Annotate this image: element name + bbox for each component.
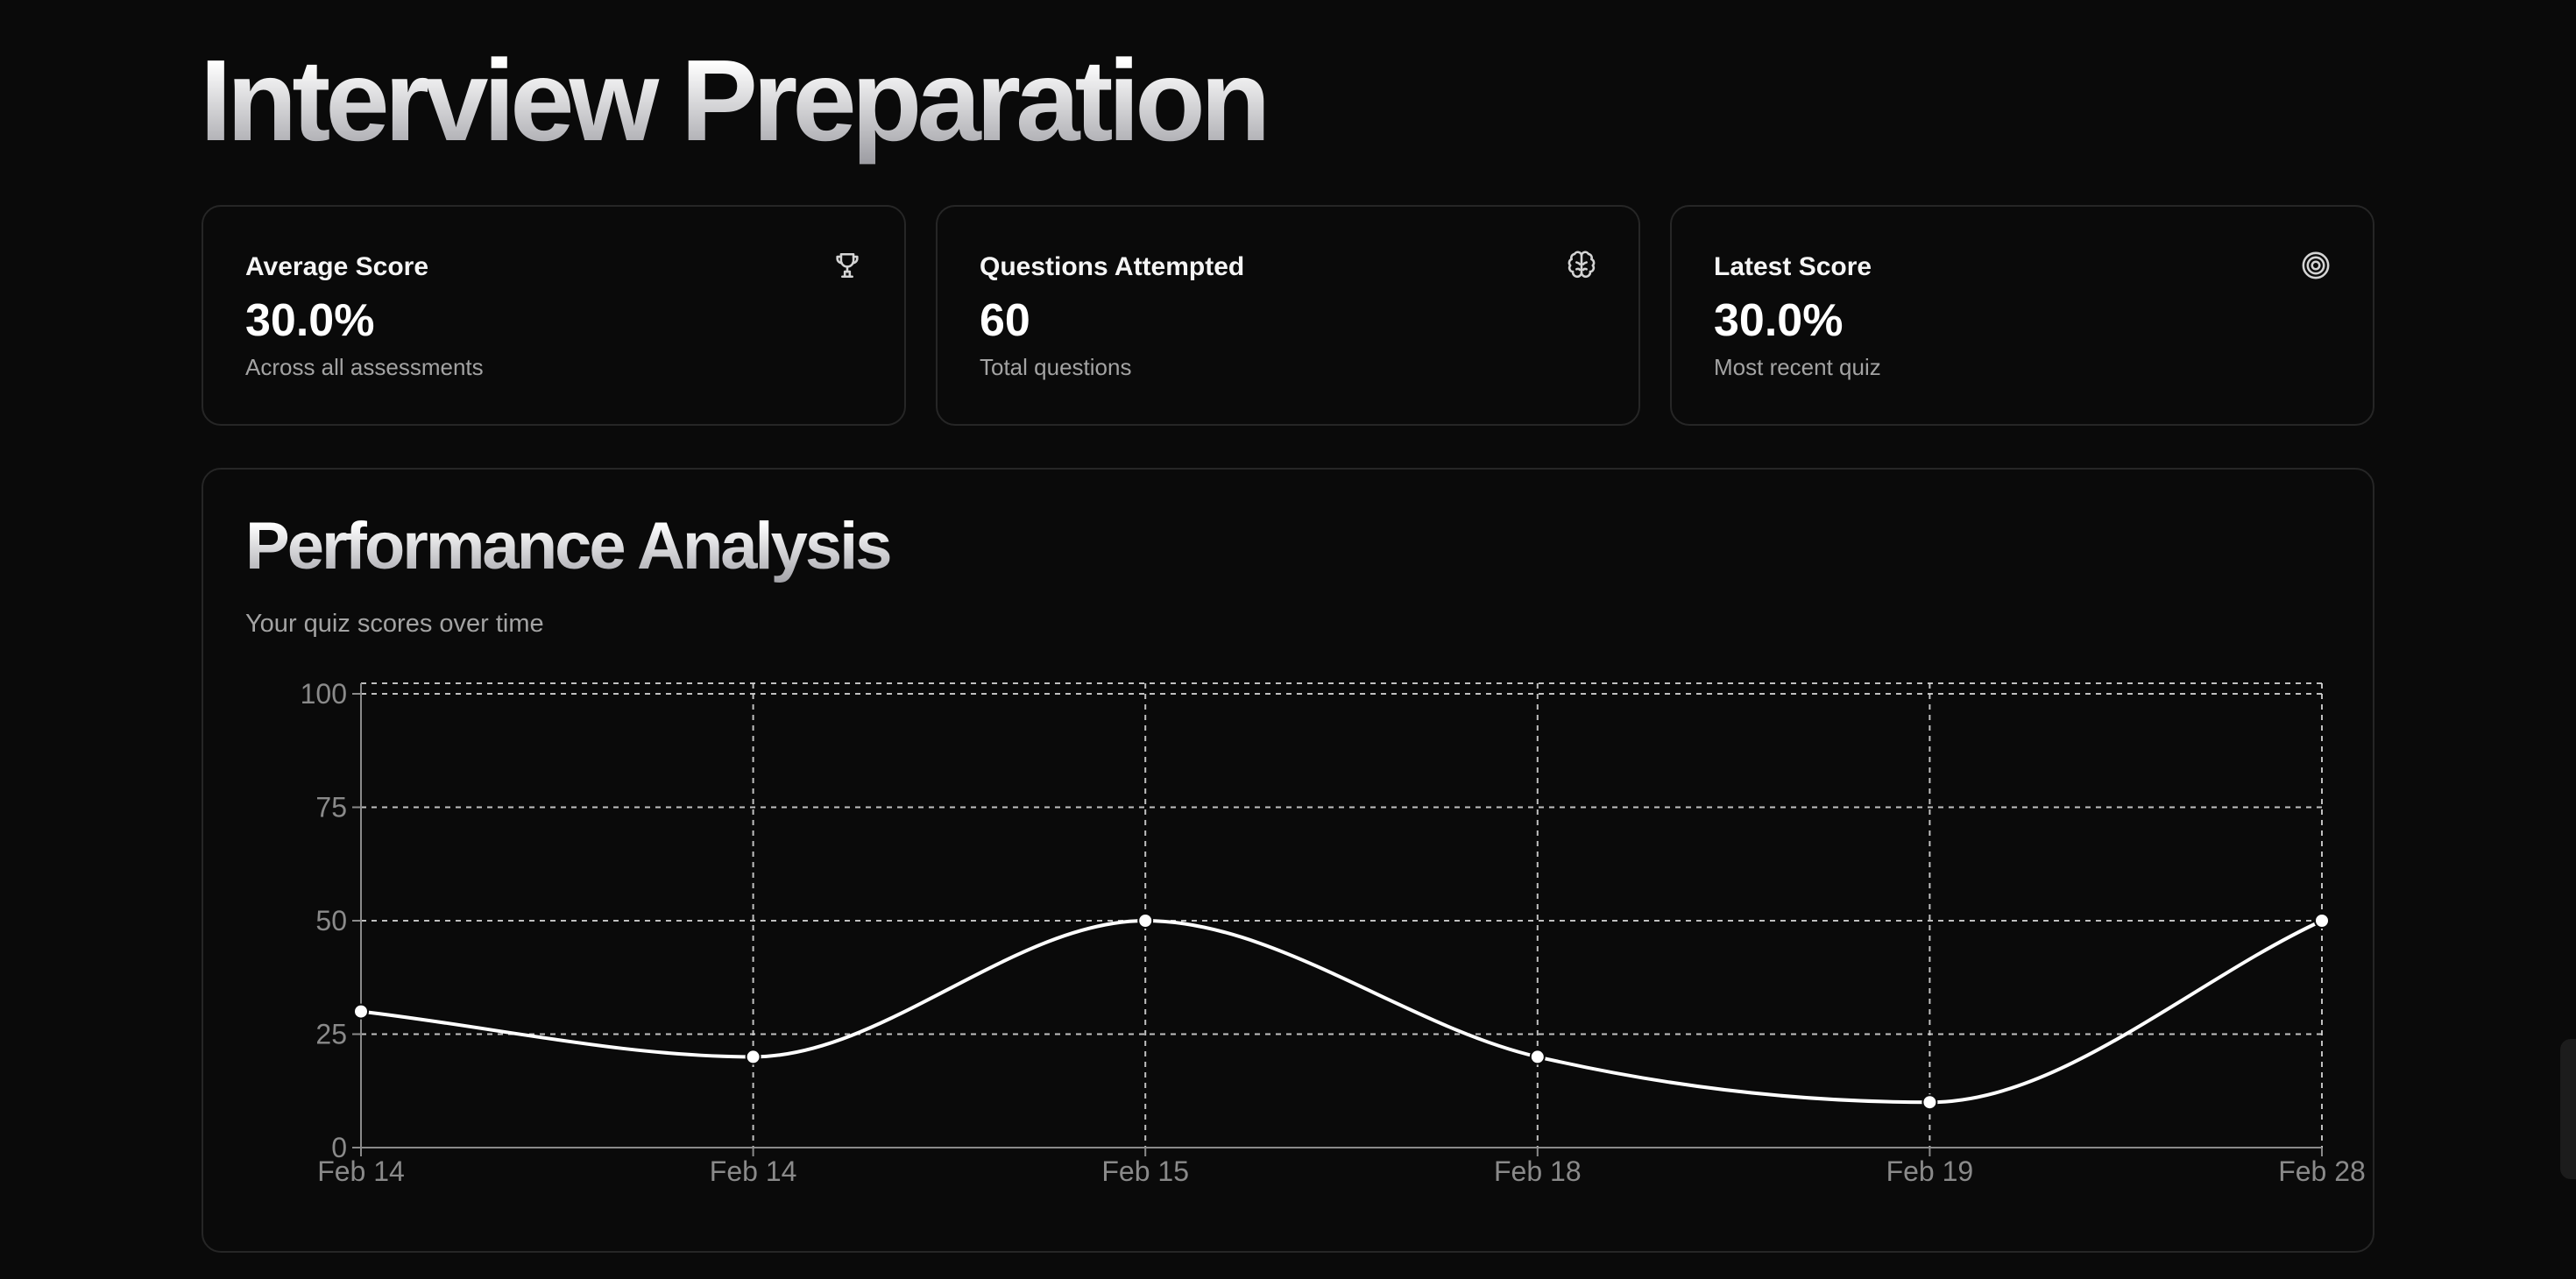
score-data-point	[1529, 1049, 1546, 1065]
stat-label: Questions Attempted	[980, 252, 1245, 281]
brain-icon	[1568, 251, 1596, 279]
score-data-point	[1921, 1094, 1938, 1111]
stat-label: Latest Score	[1714, 252, 1872, 281]
stat-value: 30.0%	[1714, 295, 1844, 346]
trophy-icon	[836, 252, 859, 279]
chart-title: Performance Analysis	[245, 509, 893, 583]
score-data-point	[353, 1003, 369, 1020]
y-tick-label: 25	[315, 1019, 347, 1050]
average-score-card: Average Score 30.0% Across all assessmen…	[202, 205, 906, 426]
y-tick-label: 75	[315, 792, 347, 823]
x-tick-label: Feb 19	[1886, 1155, 1974, 1187]
target-icon	[2302, 251, 2330, 279]
page-title: Interview Preparation	[200, 36, 1270, 165]
stats-row: Average Score 30.0% Across all assessmen…	[202, 205, 2374, 426]
performance-analysis-card: Performance Analysis Your quiz scores ov…	[202, 468, 2374, 1253]
y-tick-label: 100	[301, 678, 347, 710]
stat-value: 30.0%	[245, 295, 375, 346]
questions-attempted-card: Questions Attempted 60 Total questions	[936, 205, 1640, 426]
x-tick-label: Feb 15	[1101, 1155, 1189, 1187]
score-data-point	[2314, 913, 2330, 929]
y-tick-label: 0	[331, 1132, 347, 1163]
stat-value: 60	[980, 295, 1030, 346]
x-tick-label: Feb 14	[710, 1155, 797, 1187]
x-tick-label: Feb 14	[317, 1155, 405, 1187]
y-tick-label: 50	[315, 905, 347, 936]
x-tick-label: Feb 28	[2278, 1155, 2366, 1187]
score-data-point	[745, 1049, 761, 1065]
chart-subtitle: Your quiz scores over time	[245, 610, 544, 638]
line-chart: 0 25 50 75 100 Feb 14 Feb 14 Feb 15 Feb 18 Feb 19…	[301, 678, 2366, 1187]
scrollbar-handle[interactable]	[2560, 1039, 2576, 1179]
stat-description: Across all assessments	[245, 354, 484, 380]
stat-description: Total questions	[980, 354, 1132, 380]
latest-score-card: Latest Score 30.0% Most recent quiz	[1670, 205, 2374, 426]
score-data-point	[1137, 913, 1154, 929]
x-tick-label: Feb 18	[1494, 1155, 1582, 1187]
stat-description: Most recent quiz	[1714, 354, 1881, 380]
stat-label: Average Score	[245, 252, 429, 281]
score-series-line	[360, 918, 2323, 1105]
